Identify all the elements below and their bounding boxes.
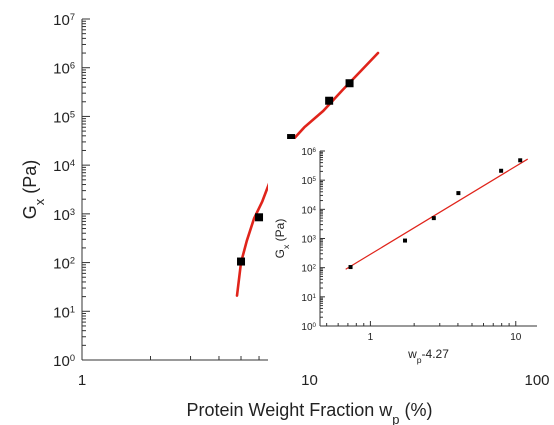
y-tick-base: 10 [53, 256, 70, 273]
data-point-marker [431, 216, 436, 221]
y-tick-label: 102 [53, 256, 75, 273]
y-tick-exponent: 1 [313, 292, 317, 299]
y-tick-base: 10 [301, 205, 313, 216]
data-point-marker [255, 213, 264, 222]
y-axis-label: Gx (Pa) [273, 219, 291, 259]
x-axis-label-subscript: p [417, 355, 422, 365]
y-axis-label-text: G [273, 249, 287, 258]
data-point-marker [345, 79, 354, 88]
y-tick-exponent: 4 [313, 205, 317, 212]
data-point-marker [518, 158, 523, 163]
y-tick-label: 100 [301, 322, 316, 334]
y-axis-label-suffix: (Pa) [20, 160, 40, 199]
x-tick-label: 100 [524, 372, 549, 389]
y-tick-label: 103 [53, 207, 75, 224]
y-tick-label: 100 [53, 353, 75, 370]
x-tick-label: 1 [78, 372, 86, 389]
y-tick-exponent: 5 [313, 176, 317, 183]
data-point-marker [499, 168, 504, 173]
y-tick-base: 10 [53, 109, 70, 126]
y-tick-base: 10 [301, 235, 313, 246]
y-tick-base: 10 [53, 304, 70, 321]
y-tick-base: 10 [301, 293, 313, 304]
y-axis-label: Gx (Pa) [20, 160, 47, 220]
x-tick-label: 10 [301, 372, 318, 389]
data-point-marker [325, 96, 334, 105]
y-axis-label-suffix: (Pa) [273, 219, 287, 245]
y-tick-exponent: 4 [70, 158, 75, 168]
y-tick-base: 10 [53, 207, 70, 224]
y-tick-label: 107 [53, 12, 75, 29]
y-tick-label: 102 [301, 263, 316, 275]
y-tick-base: 10 [301, 176, 313, 187]
x-axis-label-text: w [407, 347, 417, 361]
y-tick-base: 10 [53, 12, 70, 29]
y-tick-exponent: 5 [70, 109, 75, 119]
x-axis-label: Protein Weight Fraction wp (%) [187, 400, 433, 425]
y-tick-label: 106 [301, 147, 316, 159]
fit-line [345, 158, 528, 270]
data-point-marker [348, 265, 353, 270]
y-tick-label: 104 [301, 205, 316, 217]
data-point-marker [287, 134, 296, 143]
y-tick-label: 104 [53, 158, 75, 175]
x-tick-label: 10 [510, 332, 522, 343]
y-tick-base: 10 [53, 158, 70, 175]
data-point-marker [456, 191, 461, 196]
y-tick-base: 10 [301, 322, 313, 333]
y-tick-exponent: 1 [70, 304, 75, 314]
y-tick-label: 103 [301, 234, 316, 246]
y-tick-label: 101 [301, 292, 316, 304]
y-axis-label-subscript: x [32, 198, 47, 205]
y-tick-exponent: 3 [313, 234, 317, 241]
y-tick-label: 105 [53, 109, 75, 126]
y-tick-base: 10 [301, 147, 313, 158]
y-tick-exponent: 2 [70, 256, 75, 266]
y-tick-base: 10 [301, 264, 313, 275]
y-tick-base: 10 [53, 61, 70, 78]
y-tick-exponent: 6 [313, 147, 317, 154]
x-axis-label-suffix: (%) [399, 400, 432, 420]
y-tick-exponent: 6 [70, 61, 75, 71]
y-tick-exponent: 0 [70, 353, 75, 363]
data-point-marker [403, 238, 408, 243]
x-axis-label-text: Protein Weight Fraction w [187, 400, 394, 420]
y-tick-exponent: 7 [70, 12, 75, 22]
y-axis-label-text: G [20, 205, 40, 219]
x-axis-label-subscript: p [392, 412, 399, 425]
y-tick-label: 105 [301, 176, 316, 188]
x-axis-label: wp-4.27 [407, 347, 449, 365]
x-tick-label: 1 [368, 332, 374, 343]
inset-background [268, 139, 547, 366]
x-axis-label-suffix: -4.27 [422, 347, 450, 361]
y-tick-label: 106 [53, 61, 75, 78]
y-axis-label-subscript: x [281, 244, 291, 249]
y-tick-label: 101 [53, 304, 75, 321]
y-tick-exponent: 0 [313, 322, 317, 329]
data-point-marker [237, 257, 246, 266]
y-tick-exponent: 3 [70, 207, 75, 217]
y-tick-exponent: 2 [313, 263, 317, 270]
y-tick-base: 10 [53, 353, 70, 370]
